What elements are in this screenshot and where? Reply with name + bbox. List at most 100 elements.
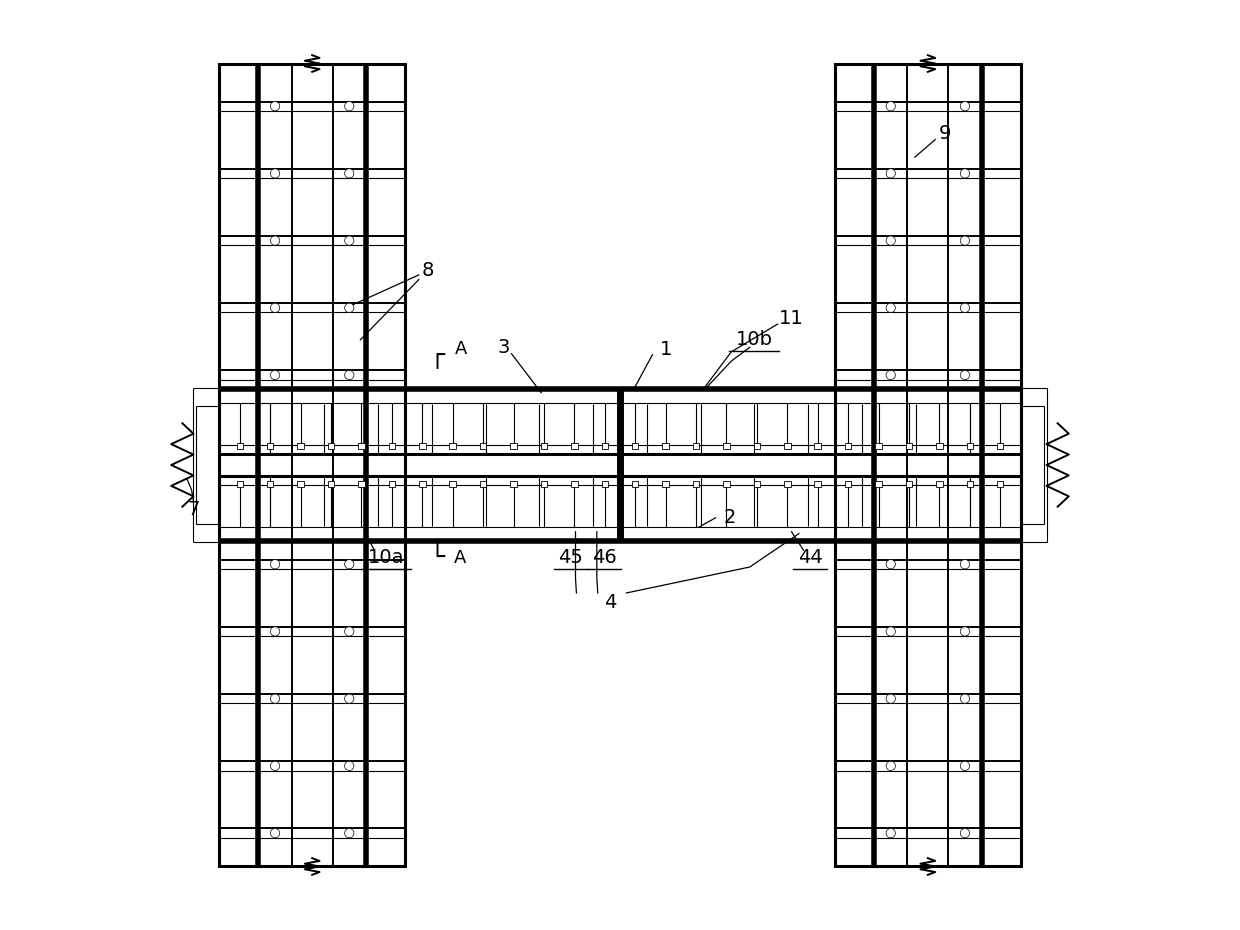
Bar: [511, 443, 517, 449]
Circle shape: [960, 762, 970, 771]
Bar: [419, 481, 425, 487]
Bar: [662, 481, 668, 487]
Circle shape: [345, 236, 353, 246]
Bar: [844, 481, 852, 487]
Circle shape: [345, 560, 353, 569]
Bar: [358, 443, 365, 449]
Text: 11: 11: [779, 309, 804, 328]
Bar: [966, 443, 973, 449]
Circle shape: [887, 560, 895, 569]
Bar: [327, 443, 335, 449]
Bar: [327, 481, 335, 487]
Bar: [905, 481, 913, 487]
Bar: [723, 443, 729, 449]
Circle shape: [270, 829, 280, 838]
Circle shape: [345, 370, 353, 379]
Bar: [219, 64, 405, 866]
Bar: [480, 443, 486, 449]
Bar: [936, 481, 942, 487]
Bar: [997, 481, 1003, 487]
Bar: [219, 389, 1021, 541]
Bar: [572, 481, 578, 487]
Text: 1: 1: [660, 339, 672, 359]
Text: 10b: 10b: [737, 330, 773, 350]
Circle shape: [345, 829, 353, 838]
Circle shape: [960, 101, 970, 111]
Bar: [632, 443, 639, 449]
Circle shape: [960, 829, 970, 838]
Bar: [693, 481, 699, 487]
Text: 44: 44: [797, 548, 822, 567]
Circle shape: [960, 627, 970, 636]
Bar: [572, 443, 578, 449]
Bar: [298, 481, 304, 487]
Text: 8: 8: [422, 260, 434, 280]
Bar: [388, 481, 396, 487]
Bar: [844, 443, 852, 449]
Bar: [267, 443, 274, 449]
Bar: [388, 443, 396, 449]
Bar: [754, 481, 760, 487]
Bar: [784, 481, 791, 487]
Bar: [601, 443, 608, 449]
Circle shape: [345, 627, 353, 636]
Circle shape: [960, 560, 970, 569]
Bar: [419, 443, 425, 449]
Text: 46: 46: [591, 548, 616, 567]
Circle shape: [960, 236, 970, 246]
Bar: [723, 481, 729, 487]
Bar: [449, 481, 456, 487]
Bar: [815, 443, 821, 449]
Bar: [541, 443, 547, 449]
Circle shape: [887, 236, 895, 246]
Circle shape: [887, 168, 895, 178]
Circle shape: [887, 694, 895, 703]
Bar: [693, 443, 699, 449]
Bar: [662, 443, 668, 449]
Circle shape: [270, 694, 280, 703]
Bar: [267, 481, 274, 487]
Circle shape: [270, 303, 280, 312]
Bar: [358, 481, 365, 487]
Bar: [298, 443, 304, 449]
Circle shape: [270, 560, 280, 569]
Text: 7: 7: [187, 500, 200, 519]
Bar: [966, 481, 973, 487]
Circle shape: [345, 762, 353, 771]
Text: 9: 9: [939, 124, 951, 142]
Text: 45: 45: [558, 548, 583, 567]
Text: 2: 2: [723, 509, 735, 527]
Bar: [541, 481, 547, 487]
Circle shape: [345, 101, 353, 111]
Text: ┌: ┌: [430, 343, 445, 367]
Circle shape: [960, 168, 970, 178]
Circle shape: [270, 627, 280, 636]
Circle shape: [960, 694, 970, 703]
Circle shape: [960, 303, 970, 312]
Text: 4: 4: [605, 592, 618, 612]
Circle shape: [887, 101, 895, 111]
Text: └: └: [430, 546, 445, 570]
Circle shape: [345, 303, 353, 312]
Circle shape: [887, 762, 895, 771]
Bar: [449, 443, 456, 449]
Text: 10a: 10a: [368, 548, 404, 567]
Bar: [875, 443, 882, 449]
Bar: [835, 64, 1021, 866]
Circle shape: [345, 694, 353, 703]
Circle shape: [960, 370, 970, 379]
Bar: [237, 443, 243, 449]
Bar: [219, 389, 1021, 541]
Bar: [480, 481, 486, 487]
Bar: [784, 443, 791, 449]
Bar: [997, 443, 1003, 449]
Circle shape: [270, 762, 280, 771]
Bar: [754, 443, 760, 449]
Bar: [905, 443, 913, 449]
Circle shape: [270, 236, 280, 246]
Bar: [511, 481, 517, 487]
Circle shape: [887, 627, 895, 636]
Bar: [875, 481, 882, 487]
Circle shape: [887, 303, 895, 312]
Circle shape: [270, 168, 280, 178]
